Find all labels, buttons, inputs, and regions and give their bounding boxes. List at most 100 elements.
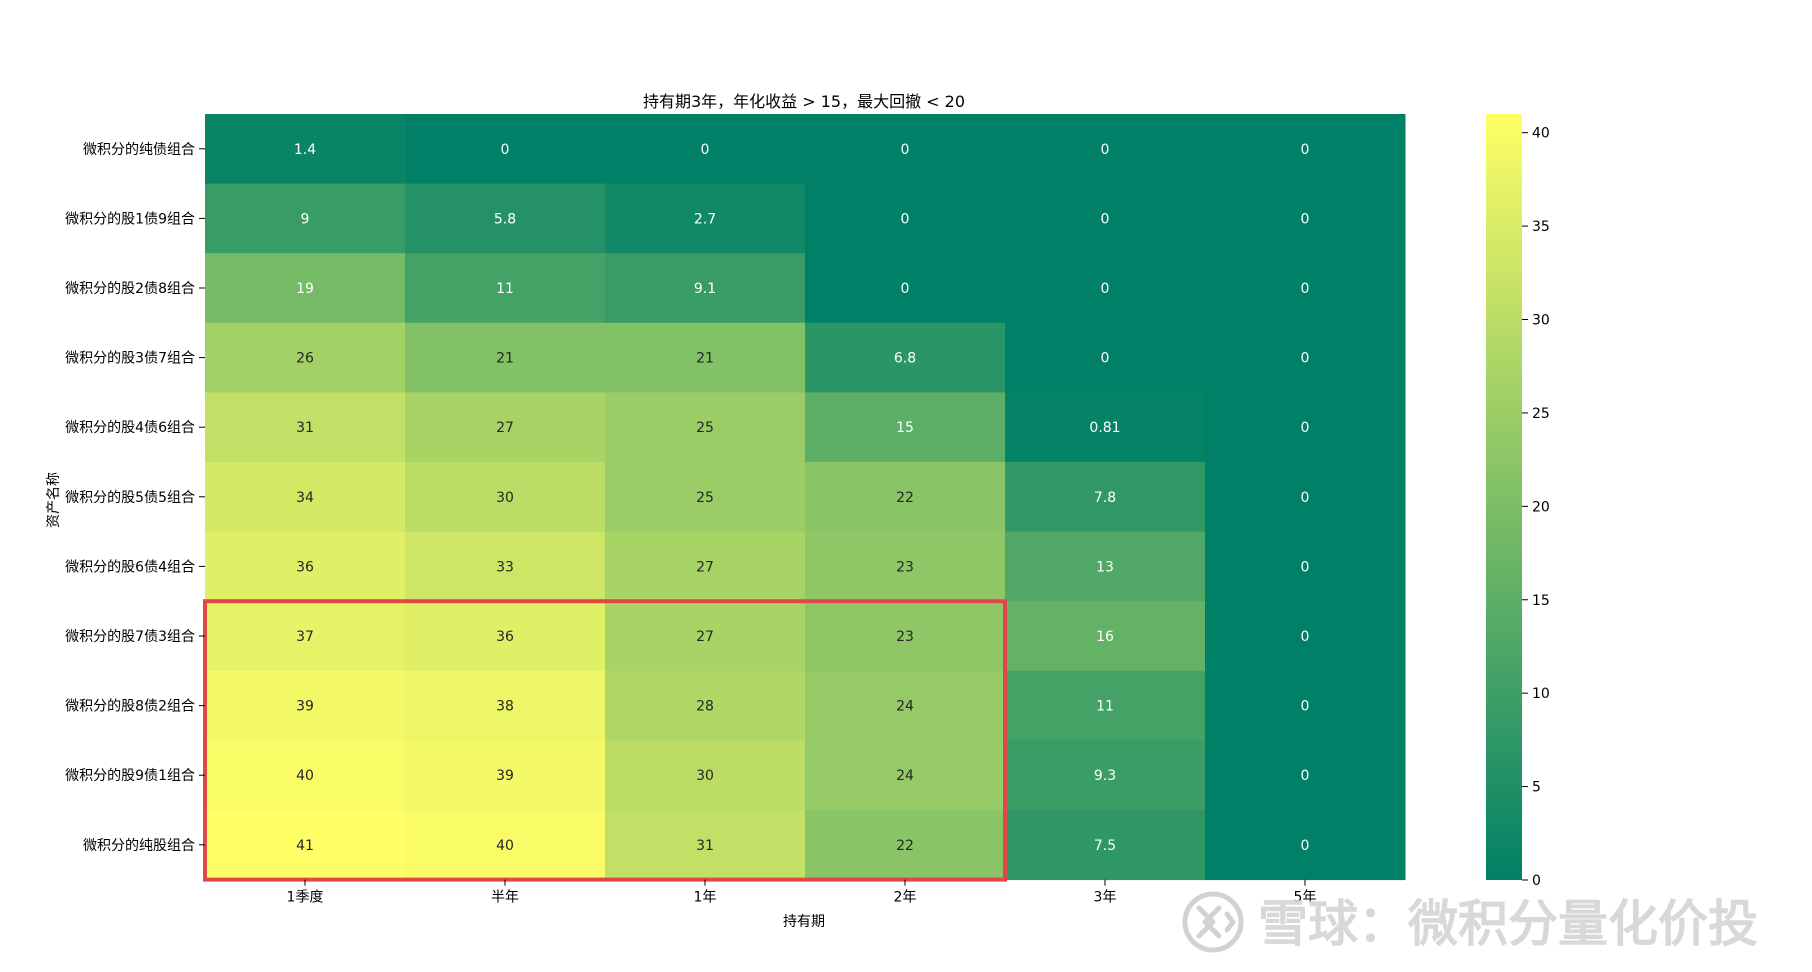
heatmap-cell xyxy=(605,114,806,185)
x-tick-label: 1年 xyxy=(694,890,717,906)
cell-value-label: 0 xyxy=(1301,420,1310,436)
cell-value-label: 30 xyxy=(696,768,714,784)
heatmap-cell xyxy=(605,322,806,393)
heatmap-cell xyxy=(205,462,406,533)
y-tick-label: 微积分的股9债1组合 xyxy=(65,768,195,784)
cell-value-label: 0 xyxy=(901,281,910,297)
y-tick-label: 微积分的股8债2组合 xyxy=(65,699,195,715)
heatmap-cell xyxy=(405,740,606,811)
heatmap-cell xyxy=(405,531,606,602)
colorbar-tick-label: 25 xyxy=(1532,406,1550,422)
cell-value-label: 36 xyxy=(296,559,314,575)
cell-value-label: 25 xyxy=(696,490,714,506)
cell-value-label: 16 xyxy=(1096,629,1114,645)
cell-value-label: 27 xyxy=(496,420,514,436)
heatmap-cell xyxy=(405,322,606,393)
heatmap-cell xyxy=(1005,601,1206,672)
heatmap-cell xyxy=(605,531,806,602)
snowball-logo-icon xyxy=(1182,891,1244,953)
x-tick-label: 5年 xyxy=(1294,890,1317,906)
heatmap-cell xyxy=(1005,531,1206,602)
cell-value-label: 22 xyxy=(896,490,914,506)
y-tick-label: 微积分的股7债3组合 xyxy=(65,629,195,645)
heatmap-cell xyxy=(1205,531,1406,602)
heatmap-cell xyxy=(605,392,806,463)
cell-value-label: 24 xyxy=(896,699,914,715)
heatmap-cell xyxy=(205,183,406,254)
heatmap-cell xyxy=(1205,670,1406,741)
heatmap-cell xyxy=(1005,322,1206,393)
heatmap-cell xyxy=(805,253,1006,324)
colorbar-tick-label: 30 xyxy=(1532,313,1550,329)
heatmap-cell xyxy=(205,253,406,324)
watermark-text: 雪球：微积分量化价投 xyxy=(1258,895,1758,953)
cell-value-label: 36 xyxy=(496,629,514,645)
colorbar-tick-label: 20 xyxy=(1532,499,1550,515)
heatmap-cell xyxy=(805,810,1006,881)
watermark: 雪球：微积分量化价投 xyxy=(1182,891,1758,953)
cell-value-label: 40 xyxy=(296,768,314,784)
cell-value-label: 0 xyxy=(1301,838,1310,854)
x-tick-label: 1季度 xyxy=(287,890,324,906)
colorbar xyxy=(1486,114,1522,880)
cell-value-label: 27 xyxy=(696,629,714,645)
cell-value-label: 37 xyxy=(296,629,314,645)
heatmap-cell-labels: 1.4 0 0 0 0 0 9 5.8 2.7 0 0 0 19 11 9.1 0 0 0 26 21 21 6.8 0 0 3… xyxy=(294,142,1310,854)
cell-value-label: 0 xyxy=(1301,211,1310,227)
cell-value-label: 11 xyxy=(496,281,514,297)
cell-value-label: 0 xyxy=(1301,699,1310,715)
cell-value-label: 31 xyxy=(296,420,314,436)
heatmap-cell xyxy=(805,670,1006,741)
cell-value-label: 0 xyxy=(1101,351,1110,367)
heatmap-cell xyxy=(205,392,406,463)
heatmap-cell xyxy=(1205,462,1406,533)
cell-value-label: 19 xyxy=(296,281,314,297)
heatmap-cell xyxy=(805,601,1006,672)
cell-value-label: 9.1 xyxy=(694,281,716,297)
heatmap-cell xyxy=(1005,810,1206,881)
cell-value-label: 0 xyxy=(1301,351,1310,367)
heatmap-cell xyxy=(605,183,806,254)
heatmap-cell xyxy=(805,740,1006,811)
cell-value-label: 34 xyxy=(296,490,314,506)
cell-value-label: 13 xyxy=(1096,559,1114,575)
heatmap-cell xyxy=(805,462,1006,533)
cell-value-label: 21 xyxy=(496,351,514,367)
heatmap-cell xyxy=(805,392,1006,463)
cell-value-label: 0 xyxy=(901,211,910,227)
cell-value-label: 25 xyxy=(696,420,714,436)
heatmap-cell xyxy=(605,462,806,533)
highlight-box xyxy=(203,599,1007,882)
y-tick-label: 微积分的股5债5组合 xyxy=(65,490,195,506)
x-tick-label: 3年 xyxy=(1094,890,1117,906)
cell-value-label: 0.81 xyxy=(1089,420,1120,436)
cell-value-label: 0 xyxy=(1101,211,1110,227)
y-tick-label: 微积分的股4债6组合 xyxy=(65,420,195,436)
cell-value-label: 0 xyxy=(701,142,710,158)
heatmap-cell xyxy=(1005,183,1206,254)
cell-value-label: 0 xyxy=(1301,629,1310,645)
cell-value-label: 6.8 xyxy=(894,351,916,367)
heatmap-cell xyxy=(205,601,406,672)
y-tick-label: 微积分的股2债8组合 xyxy=(65,281,195,297)
x-axis: 1季度 半年 1年 2年 3年 5年 xyxy=(287,879,1317,906)
heatmap-cell xyxy=(205,322,406,393)
colorbar-tick-label: 5 xyxy=(1532,780,1541,796)
colorbar-tick-label: 35 xyxy=(1532,219,1550,235)
cell-value-label: 0 xyxy=(1301,768,1310,784)
heatmap-cell xyxy=(1205,322,1406,393)
cell-value-label: 23 xyxy=(896,629,914,645)
heatmap-cell xyxy=(1005,392,1206,463)
cell-value-label: 33 xyxy=(496,559,514,575)
heatmap-cell xyxy=(605,601,806,672)
colorbar-tick-label: 40 xyxy=(1532,126,1550,142)
heatmap-cell xyxy=(405,114,606,185)
heatmap-cell xyxy=(405,253,606,324)
heatmap-cell xyxy=(1205,183,1406,254)
colorbar-ticks: 0 5 10 15 20 25 30 35 40 xyxy=(1522,126,1550,889)
heatmap-cell xyxy=(805,531,1006,602)
y-tick-label: 微积分的纯股组合 xyxy=(83,838,195,854)
cell-value-label: 7.8 xyxy=(1094,490,1116,506)
cell-value-label: 15 xyxy=(896,420,914,436)
